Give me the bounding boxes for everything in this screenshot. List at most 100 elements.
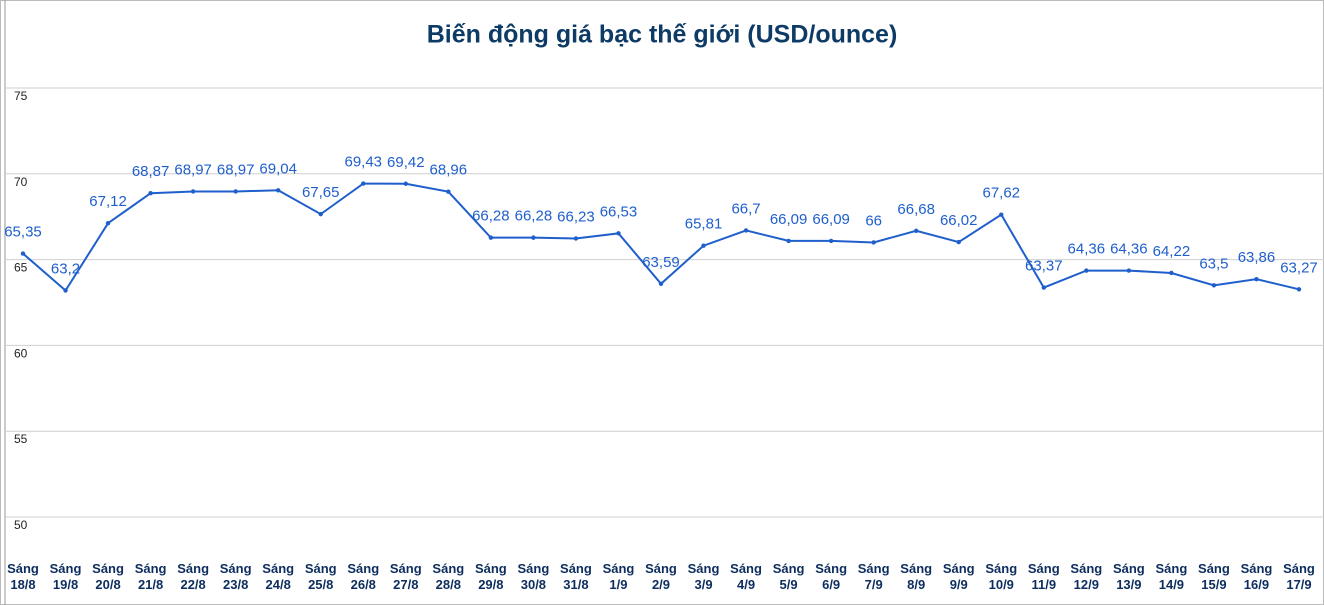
value-label: 69,42: [387, 154, 425, 171]
x-tick-label: Sáng 12/9: [1070, 561, 1102, 592]
point: [914, 228, 919, 233]
value-label: 68,87: [132, 163, 170, 180]
point: [701, 243, 706, 248]
x-tick-label: Sáng 29/8: [475, 561, 507, 592]
value-label: 66: [865, 212, 882, 229]
point: [20, 251, 26, 256]
value-label: 63,2: [51, 260, 80, 277]
value-label: 66,53: [600, 203, 638, 220]
x-tick-label: Sáng 4/9: [730, 561, 762, 592]
x-tick-label: Sáng 13/9: [1113, 561, 1145, 592]
value-label: 67,62: [982, 185, 1020, 202]
point: [1211, 283, 1217, 288]
x-tick-label: Sáng 11/9: [1028, 561, 1060, 592]
value-label: 67,12: [89, 193, 127, 210]
point: [63, 288, 68, 293]
point: [658, 281, 664, 286]
value-label: 66,09: [770, 211, 808, 228]
point: [786, 238, 791, 244]
value-label: 63,37: [1025, 258, 1063, 275]
point: [573, 236, 579, 241]
x-tick-label: Sáng 28/8: [432, 561, 464, 592]
x-tick-label: Sáng 16/9: [1241, 561, 1273, 592]
value-label: 63,59: [642, 254, 680, 271]
point: [1041, 285, 1047, 290]
x-tick-label: Sáng 2/9: [645, 561, 677, 592]
x-tick-label: Sáng 22/8: [177, 561, 209, 592]
x-tick-label: Sáng 24/8: [262, 561, 294, 592]
value-label: 69,43: [344, 154, 382, 171]
y-tick-label: 70: [14, 175, 28, 189]
x-tick-label: Sáng 27/8: [390, 561, 422, 592]
value-label: 63,86: [1238, 249, 1276, 266]
x-tick-label: Sáng 26/8: [347, 561, 379, 592]
value-label: 64,36: [1110, 241, 1148, 258]
x-tick-label: Sáng 6/9: [815, 561, 847, 592]
y-tick-label: 50: [14, 518, 28, 532]
chart-title: Biến động giá bạc thế giới (USD/ounce): [427, 21, 898, 49]
value-label: 66,09: [812, 211, 850, 228]
point: [531, 235, 536, 240]
point: [276, 188, 281, 193]
point: [318, 211, 323, 217]
value-label: 69,04: [259, 160, 297, 177]
y-tick-label: 75: [14, 89, 28, 103]
point: [743, 228, 749, 233]
x-tick-label: Sáng 10/9: [985, 561, 1017, 592]
value-label: 66,68: [897, 201, 935, 218]
x-tick-label: Sáng 8/9: [900, 561, 932, 592]
point: [999, 212, 1004, 217]
value-label: 68,97: [217, 161, 255, 178]
x-tick-label: Sáng 30/8: [518, 561, 550, 592]
value-label: 66,28: [472, 208, 510, 225]
value-label: 67,65: [302, 184, 340, 201]
value-label: 66,28: [515, 208, 553, 225]
point: [190, 189, 196, 194]
value-label: 66,02: [940, 212, 978, 229]
point: [446, 189, 451, 194]
point: [1084, 268, 1089, 273]
point: [1126, 268, 1132, 273]
point: [956, 239, 961, 245]
value-label: 63,27: [1280, 259, 1318, 276]
point: [1254, 276, 1259, 282]
value-label: 63,5: [1199, 255, 1228, 272]
value-label: 64,36: [1068, 241, 1106, 258]
value-label: 68,96: [430, 162, 468, 179]
x-tick-label: Sáng 7/9: [858, 561, 890, 592]
x-tick-label: Sáng 23/8: [220, 561, 252, 592]
value-label: 66,7: [731, 200, 760, 217]
x-tick-label: Sáng 31/8: [560, 561, 592, 592]
x-tick-label: Sáng 9/9: [943, 561, 975, 592]
value-label: 65,81: [685, 216, 723, 233]
point: [871, 240, 876, 245]
value-label: 65,35: [4, 224, 42, 241]
point: [148, 190, 153, 196]
point: [361, 181, 366, 186]
point: [403, 181, 408, 186]
x-tick-label: Sáng 21/8: [135, 561, 167, 592]
point: [616, 231, 621, 236]
value-label: 68,97: [174, 161, 212, 178]
x-tick-label: Sáng 18/8: [7, 561, 39, 592]
x-tick-label: Sáng 25/8: [305, 561, 337, 592]
point: [105, 221, 111, 226]
point: [1296, 287, 1302, 292]
x-tick-label: Sáng 17/9: [1283, 561, 1315, 592]
point: [828, 238, 834, 244]
y-tick-label: 65: [14, 261, 28, 275]
y-tick-label: 60: [14, 346, 28, 360]
x-tick-label: Sáng 5/9: [773, 561, 805, 592]
value-label: 64,22: [1153, 243, 1191, 260]
value-label: 66,23: [557, 208, 595, 225]
x-tick-label: Sáng 15/9: [1198, 561, 1230, 592]
point: [488, 235, 494, 240]
x-tick-label: Sáng 19/8: [50, 561, 82, 592]
x-tick-label: Sáng 20/8: [92, 561, 124, 592]
y-tick-label: 55: [14, 432, 28, 446]
x-tick-label: Sáng 1/9: [603, 561, 635, 592]
x-tick-label: Sáng 14/9: [1156, 561, 1188, 592]
